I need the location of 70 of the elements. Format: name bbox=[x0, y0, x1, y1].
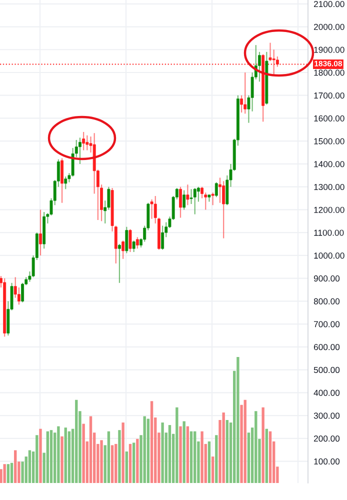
bar bbox=[60, 436, 64, 483]
bar bbox=[128, 444, 132, 483]
y-tick-label: 1300.00 bbox=[314, 184, 344, 190]
y-tick-label: 500.00 bbox=[314, 366, 340, 373]
y-tick-label: 700.00 bbox=[314, 321, 340, 328]
bar bbox=[236, 357, 240, 483]
y-tick-label: 900.00 bbox=[314, 275, 340, 282]
bar bbox=[244, 400, 246, 483]
bar bbox=[114, 444, 118, 483]
bar bbox=[254, 411, 258, 483]
y-tick-label: 1200.00 bbox=[314, 206, 344, 213]
bar bbox=[268, 431, 272, 483]
y-tick-label: 200.00 bbox=[314, 436, 340, 442]
bar bbox=[146, 418, 150, 483]
bar bbox=[3, 464, 6, 483]
y-tick-label: 1400.00 bbox=[314, 161, 344, 168]
bar bbox=[182, 421, 186, 483]
bar bbox=[179, 426, 182, 483]
bar bbox=[6, 464, 10, 483]
bar bbox=[122, 422, 124, 483]
bar bbox=[211, 456, 214, 483]
bar bbox=[190, 431, 193, 483]
bar bbox=[10, 462, 14, 483]
y-tick-label: 800.00 bbox=[314, 298, 340, 304]
bar bbox=[200, 431, 204, 483]
bar bbox=[107, 431, 110, 483]
bar bbox=[68, 431, 71, 483]
bar bbox=[28, 450, 32, 483]
bar bbox=[14, 450, 17, 483]
bar bbox=[194, 431, 196, 483]
bar bbox=[36, 435, 38, 483]
bar bbox=[64, 428, 67, 483]
bar bbox=[262, 407, 264, 483]
bar bbox=[46, 431, 50, 483]
y-tick-label: 2100.00 bbox=[314, 0, 344, 8]
bar bbox=[168, 425, 172, 483]
y-tick-label: 300.00 bbox=[314, 412, 340, 419]
bar bbox=[143, 416, 146, 483]
y-tick-label: 600.00 bbox=[314, 344, 340, 350]
bar bbox=[265, 428, 268, 483]
bar bbox=[136, 438, 139, 483]
bar bbox=[186, 426, 190, 483]
bar bbox=[110, 445, 114, 483]
bar bbox=[75, 400, 78, 483]
bar bbox=[222, 412, 225, 483]
y-tick-label: 1900.00 bbox=[314, 46, 344, 53]
bar bbox=[176, 407, 178, 483]
y-tick-label: 1700.00 bbox=[314, 92, 344, 99]
bar bbox=[132, 442, 136, 483]
y-tick-label: 400.00 bbox=[314, 390, 340, 396]
bar bbox=[57, 426, 60, 483]
bar bbox=[125, 452, 128, 483]
bar bbox=[226, 420, 229, 483]
bar bbox=[50, 430, 53, 483]
bar bbox=[150, 401, 154, 483]
y-tick-label: 1100.00 bbox=[314, 230, 344, 236]
y-tick-label: 1600.00 bbox=[314, 115, 344, 122]
y-tick-label: 1500.00 bbox=[314, 138, 344, 144]
bar bbox=[118, 430, 121, 483]
bar bbox=[82, 424, 85, 483]
bar bbox=[39, 428, 42, 483]
bar bbox=[161, 422, 164, 483]
y-tick-label: 2000.00 bbox=[314, 24, 344, 30]
y-tick-label: 1000.00 bbox=[314, 252, 344, 259]
y-tick-label: 1800.00 bbox=[314, 70, 344, 76]
bar bbox=[208, 441, 211, 483]
bar bbox=[215, 435, 218, 483]
y-tick-label: 100.00 bbox=[314, 458, 340, 464]
bar bbox=[89, 416, 92, 483]
bar bbox=[100, 440, 103, 483]
